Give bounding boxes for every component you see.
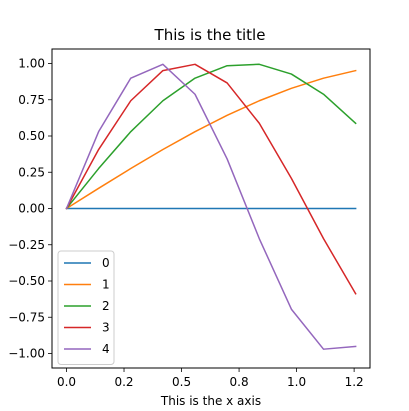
y-tick-label: 1.00 — [18, 57, 45, 71]
x-tick-label: 0.0 — [57, 375, 76, 389]
x-tick-label: 0.2 — [114, 375, 133, 389]
series-line-3 — [65, 63, 357, 295]
legend: 0 1 2 3 4 — [57, 250, 115, 365]
y-axis: 1.00 0.75 0.50 0.25 0.00 −0.25 −0.50 −0.75 −1.00 — [8, 57, 52, 361]
x-axis: 0.0 0.2 0.5 0.8 1.0 1.2 — [57, 368, 364, 389]
legend-box — [57, 250, 115, 365]
series-line-2 — [65, 63, 357, 210]
chart-title: This is the title — [154, 26, 266, 44]
legend-label-3: 3 — [102, 321, 110, 335]
plot-lines — [65, 63, 357, 350]
y-tick-label: −0.75 — [8, 310, 45, 324]
y-tick-label: 0.00 — [18, 202, 45, 216]
x-tick-label: 0.5 — [172, 375, 191, 389]
y-tick-label: 0.50 — [18, 129, 45, 143]
x-tick-label: 1.0 — [287, 375, 306, 389]
y-tick-label: −0.50 — [8, 274, 45, 288]
x-tick-label: 1.2 — [345, 375, 364, 389]
y-tick-label: −1.00 — [8, 347, 45, 361]
y-tick-label: −0.25 — [8, 238, 45, 252]
legend-label-0: 0 — [102, 256, 110, 270]
series-line-4 — [65, 63, 357, 350]
y-tick-label: 0.75 — [18, 93, 45, 107]
x-axis-label: This is the x axis — [160, 394, 261, 408]
legend-label-2: 2 — [102, 299, 110, 313]
x-tick-label: 0.8 — [230, 375, 249, 389]
series-line-1 — [65, 69, 357, 210]
legend-label-1: 1 — [102, 278, 110, 292]
y-tick-label: 0.25 — [18, 165, 45, 179]
legend-label-4: 4 — [102, 342, 110, 356]
